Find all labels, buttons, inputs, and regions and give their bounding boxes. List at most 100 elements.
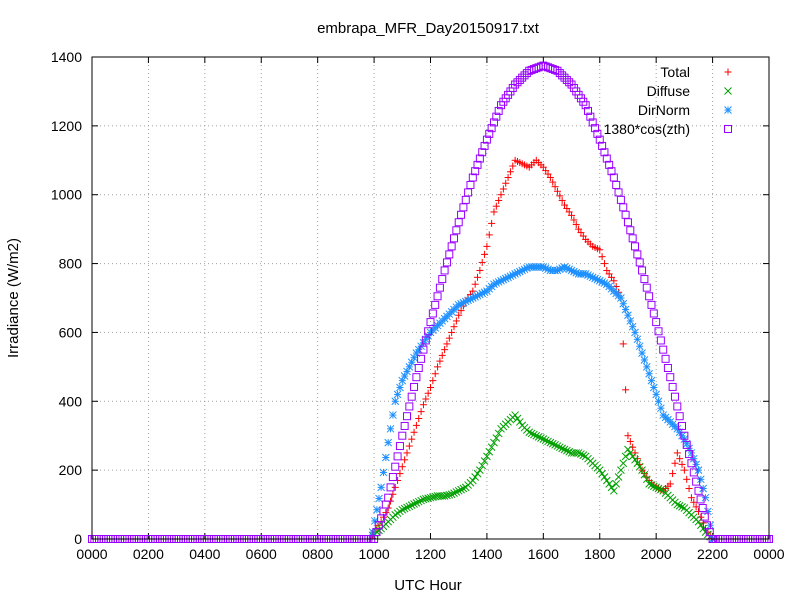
- data-point-interp: [616, 195, 625, 204]
- data-point-interp: [562, 446, 571, 455]
- data-point-interp: [415, 415, 423, 422]
- data-point-interp: [445, 490, 454, 499]
- data-point: [666, 480, 674, 488]
- data-point-interp: [541, 436, 550, 445]
- data-point: [680, 431, 689, 440]
- data-point-interp: [588, 118, 597, 127]
- data-point-interp: [647, 376, 656, 385]
- chart-title: embrapa_MFR_Day20150917.txt: [317, 20, 540, 37]
- data-point-interp: [673, 402, 682, 411]
- data-point-interp: [633, 250, 642, 259]
- data-point-interp: [424, 327, 433, 336]
- data-point-interp: [626, 226, 635, 235]
- data-point-interp: [478, 258, 486, 266]
- data-point-interp: [438, 351, 446, 359]
- data-point-interp: [520, 71, 529, 80]
- data-point-interp: [649, 383, 658, 392]
- data-point-interp: [461, 195, 470, 204]
- data-point: [553, 66, 562, 75]
- data-point-interp: [481, 250, 489, 258]
- data-series: [88, 61, 773, 543]
- data-point-interp: [389, 411, 397, 419]
- data-point-interp: [443, 491, 451, 500]
- data-point-interp: [642, 363, 651, 371]
- data-point-interp: [562, 75, 571, 84]
- data-point: [687, 494, 695, 502]
- data-point: [427, 384, 434, 392]
- data-point: [384, 438, 393, 447]
- data-point-interp: [645, 292, 654, 301]
- data-point-interp: [424, 332, 433, 340]
- x-tick-label: 1200: [415, 546, 446, 562]
- data-point-interp: [657, 404, 665, 413]
- data-point-interp: [598, 253, 606, 261]
- data-point-interp: [450, 234, 459, 243]
- data-point-interp: [445, 250, 454, 259]
- data-point: [490, 438, 498, 447]
- data-point-interp: [518, 73, 527, 82]
- data-point: [426, 318, 435, 327]
- data-point-interp: [678, 503, 686, 511]
- data-point-interp: [509, 162, 517, 170]
- legend-marker: [724, 87, 732, 95]
- data-point: [377, 483, 385, 492]
- data-point-interp: [442, 258, 451, 267]
- data-point-interp: [459, 203, 468, 212]
- data-point-interp: [633, 459, 642, 468]
- data-point-interp: [452, 226, 461, 235]
- data-point-interp: [471, 473, 480, 481]
- data-point-interp: [537, 434, 545, 442]
- data-point-interp: [489, 118, 498, 127]
- data-point-interp: [443, 340, 451, 348]
- data-point: [532, 431, 541, 440]
- data-point-interp: [628, 234, 637, 243]
- data-point-interp: [492, 202, 500, 210]
- data-point-interp: [669, 470, 677, 478]
- data-point-interp: [678, 421, 687, 430]
- series-2: [368, 263, 717, 543]
- data-point: [476, 466, 484, 474]
- data-point-interp: [598, 141, 607, 150]
- data-point-interp: [689, 468, 698, 477]
- data-point-interp: [619, 203, 628, 212]
- data-point-interp: [626, 317, 635, 325]
- data-point-interp: [396, 383, 404, 392]
- data-point-interp: [621, 452, 630, 461]
- data-point: [539, 435, 548, 444]
- series-3: [88, 61, 773, 543]
- y-tick-label: 1000: [51, 187, 82, 203]
- x-tick-label: 0200: [133, 546, 164, 562]
- data-point-interp: [565, 447, 574, 456]
- data-point-interp: [685, 450, 694, 459]
- data-point-interp: [685, 485, 693, 493]
- data-point-interp: [654, 327, 663, 336]
- data-point-interp: [381, 453, 390, 462]
- data-point-interp: [488, 219, 496, 227]
- data-point: [454, 486, 463, 495]
- data-point-interp: [403, 503, 411, 512]
- legend-marker: [724, 68, 732, 76]
- data-point: [673, 500, 682, 509]
- data-point-interp: [626, 449, 635, 457]
- data-point: [631, 455, 639, 464]
- data-point-interp: [635, 342, 644, 351]
- series-0: [369, 156, 717, 543]
- data-point: [638, 266, 647, 275]
- data-point-interp: [395, 442, 404, 451]
- y-tick-label: 800: [59, 256, 83, 272]
- data-point-interp: [600, 473, 609, 481]
- data-point: [405, 502, 414, 511]
- x-tick-label: 1000: [359, 546, 390, 562]
- data-point-interp: [452, 488, 461, 496]
- data-point: [440, 492, 449, 500]
- data-point-interp: [471, 167, 480, 176]
- data-point-interp: [410, 428, 418, 436]
- data-point: [624, 432, 632, 440]
- data-point-interp: [515, 75, 524, 84]
- data-point-interp: [407, 392, 416, 401]
- data-point-interp: [471, 280, 479, 288]
- data-point: [426, 493, 435, 502]
- data-point-interp: [473, 160, 482, 169]
- data-point-interp: [699, 484, 708, 493]
- data-point-interp: [513, 78, 522, 87]
